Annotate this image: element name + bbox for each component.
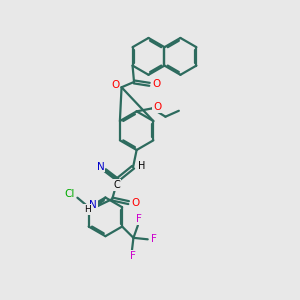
Text: Cl: Cl <box>64 189 74 199</box>
Text: O: O <box>152 79 160 89</box>
Text: O: O <box>131 198 139 208</box>
Text: O: O <box>153 102 162 112</box>
Text: H: H <box>84 205 91 214</box>
Text: F: F <box>151 234 157 244</box>
Text: F: F <box>130 251 136 261</box>
Text: C: C <box>114 180 120 190</box>
Text: N: N <box>89 200 97 210</box>
Text: H: H <box>138 161 145 171</box>
Text: F: F <box>136 214 141 224</box>
Text: O: O <box>111 80 119 90</box>
Text: N: N <box>97 162 104 172</box>
